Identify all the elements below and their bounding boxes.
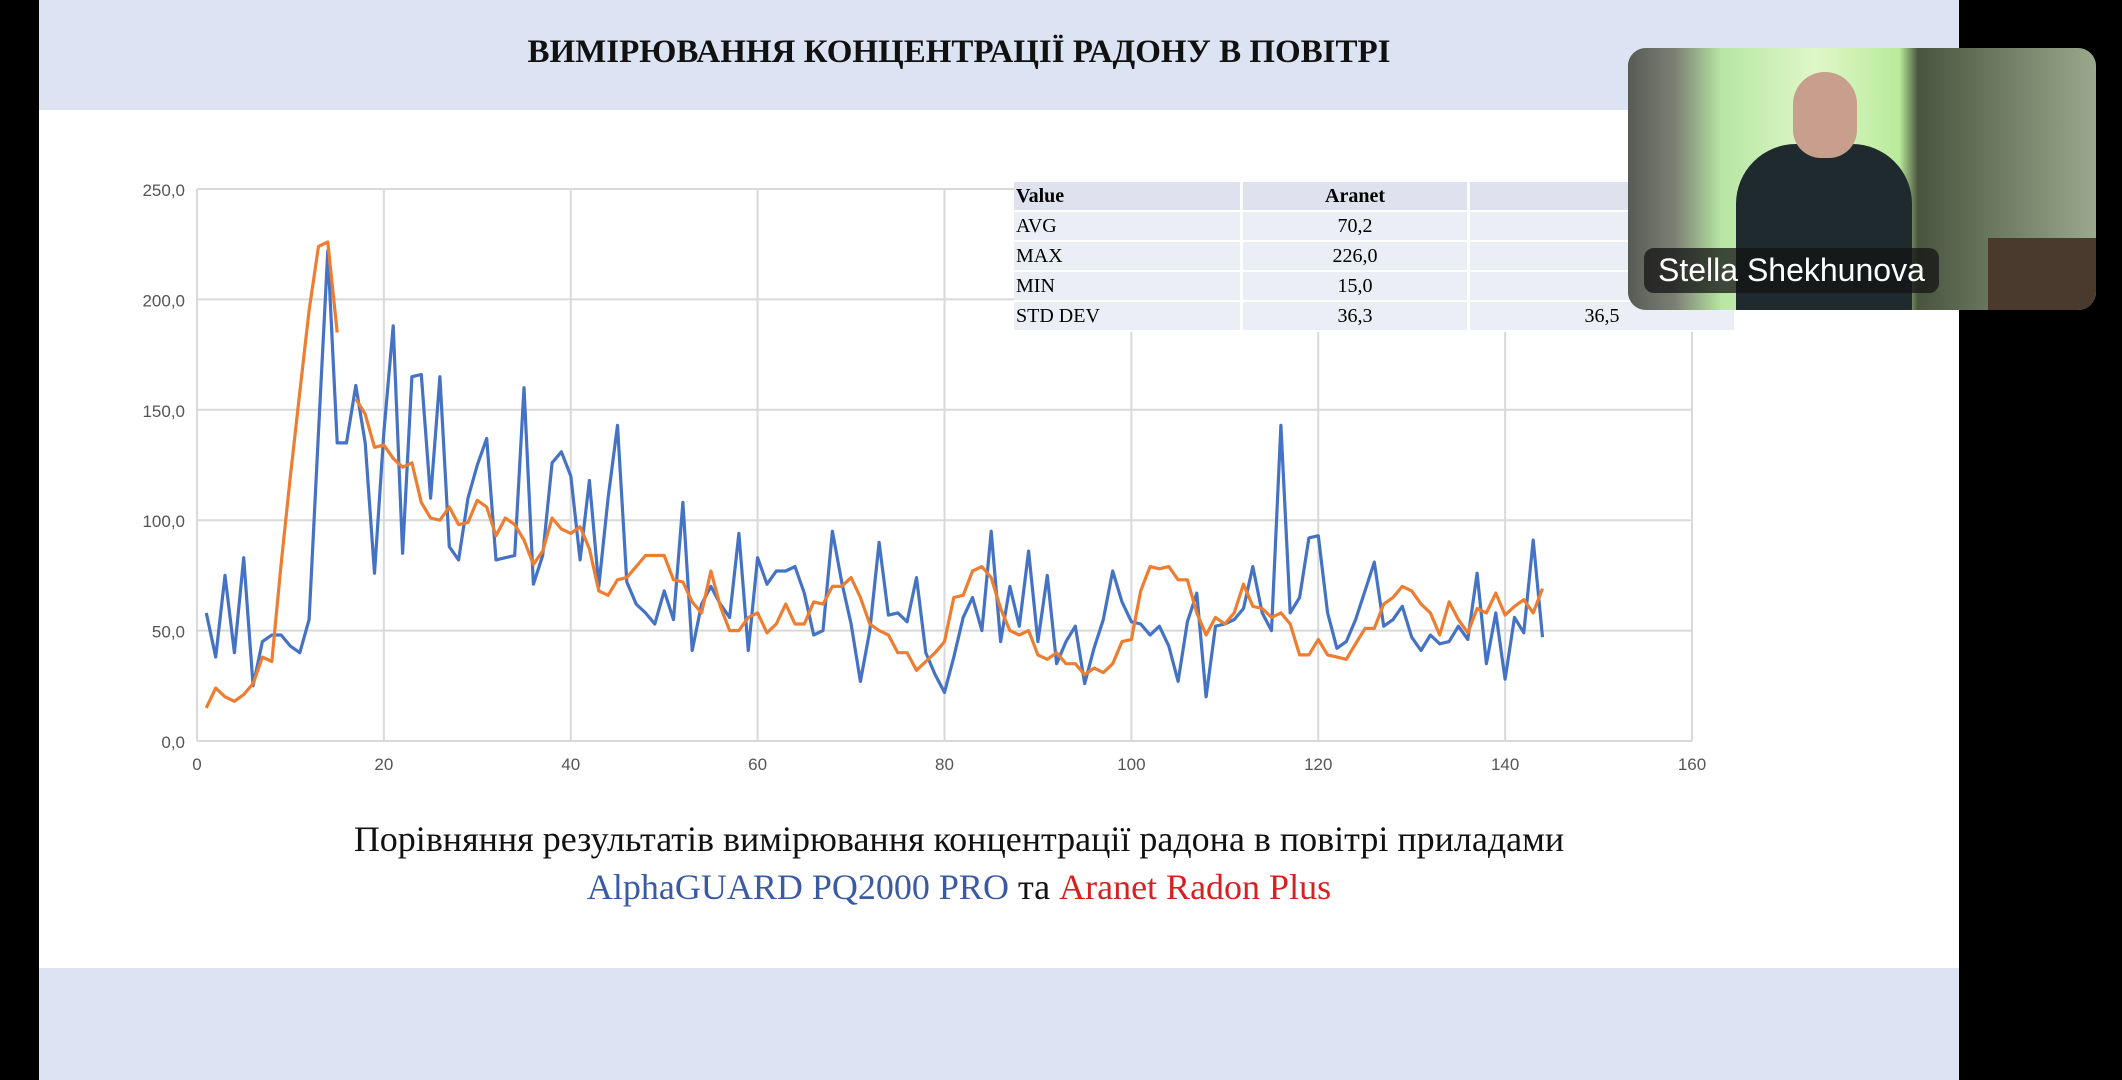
row-label: STD DEV <box>1014 301 1243 332</box>
x-tick-label: 0 <box>192 755 201 774</box>
x-tick-label: 120 <box>1304 755 1332 774</box>
participant-video-tile[interactable]: Stella Shekhunova <box>1628 48 2096 310</box>
x-tick-label: 140 <box>1491 755 1519 774</box>
row-label: AVG <box>1014 211 1243 242</box>
table-row: AVG 70,2 <box>1014 211 1734 242</box>
slide-title: ВИМІРЮВАННЯ КОНЦЕНТРАЦІЇ РАДОНУ В ПОВІТР… <box>527 34 1391 70</box>
caption-line: Порівняння результатів вимірювання конце… <box>353 819 1565 859</box>
caption-devices: AlphaGUARD PQ2000 PRO та Aranet Radon Pl… <box>39 863 1879 911</box>
table-row: MIN 15,0 <box>1014 271 1734 302</box>
y-tick-label: 100,0 <box>142 512 185 531</box>
table-header-row: Value Aranet <box>1014 182 1734 212</box>
y-tick-label: 200,0 <box>142 291 185 310</box>
table-row: STD DEV 36,3 36,5 <box>1014 301 1734 332</box>
x-tick-label: 20 <box>374 755 393 774</box>
footer-band <box>39 968 1959 1080</box>
table-header-value: Value <box>1014 182 1243 212</box>
series-line-2 <box>204 240 1544 709</box>
caption-device-aranet: Aranet Radon Plus <box>1059 867 1332 907</box>
speaker-head <box>1793 72 1857 158</box>
row-aranet-value: 36,3 <box>1241 301 1470 332</box>
row-aranet-value: 226,0 <box>1241 241 1470 272</box>
x-tick-label: 80 <box>935 755 954 774</box>
y-tick-label: 0,0 <box>161 733 185 752</box>
row-aranet-value: 70,2 <box>1241 211 1470 242</box>
row-label: MAX <box>1014 241 1243 272</box>
caption-joiner: та <box>1008 867 1060 907</box>
slide-caption: Порівняння результатів вимірювання конце… <box>39 815 1879 911</box>
x-tick-label: 100 <box>1117 755 1145 774</box>
row-aranet-value: 15,0 <box>1241 271 1470 302</box>
x-tick-label: 40 <box>561 755 580 774</box>
desk <box>1988 238 2096 310</box>
statistics-table: Value Aranet AVG 70,2 MAX 226,0 MIN 15,0… <box>1014 182 1734 332</box>
caption-device-alphaguard: AlphaGUARD PQ2000 PRO <box>586 867 1009 907</box>
series-line-1 <box>204 249 1545 699</box>
y-tick-label: 150,0 <box>142 402 185 421</box>
participant-name-label: Stella Shekhunova <box>1644 248 1939 293</box>
table-row: MAX 226,0 <box>1014 241 1734 272</box>
row-label: MIN <box>1014 271 1243 302</box>
x-tick-label: 60 <box>748 755 767 774</box>
y-tick-label: 250,0 <box>142 181 185 200</box>
x-tick-label: 160 <box>1678 755 1706 774</box>
table-header-aranet: Aranet <box>1241 182 1470 212</box>
y-tick-label: 50,0 <box>152 623 185 642</box>
